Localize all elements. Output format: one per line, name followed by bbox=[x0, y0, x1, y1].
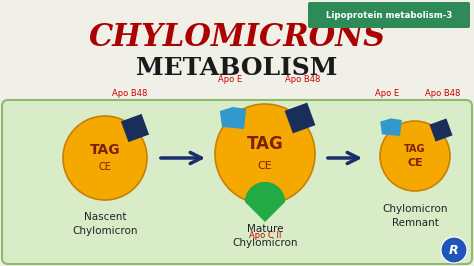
Text: Chylomicron
Remnant: Chylomicron Remnant bbox=[382, 204, 448, 228]
Circle shape bbox=[380, 121, 450, 191]
Polygon shape bbox=[220, 107, 246, 129]
Text: Apo C II: Apo C II bbox=[249, 231, 281, 240]
Polygon shape bbox=[245, 182, 285, 214]
Text: CE: CE bbox=[99, 162, 111, 172]
Polygon shape bbox=[380, 118, 402, 136]
Polygon shape bbox=[121, 114, 149, 142]
FancyBboxPatch shape bbox=[308, 2, 470, 28]
Circle shape bbox=[63, 116, 147, 200]
Text: TAG: TAG bbox=[246, 135, 283, 153]
Text: Apo E: Apo E bbox=[375, 89, 399, 98]
Text: Apo E: Apo E bbox=[218, 74, 242, 84]
Text: CE: CE bbox=[407, 158, 423, 168]
Text: Lipoprotein metabolism-3: Lipoprotein metabolism-3 bbox=[326, 10, 452, 19]
Polygon shape bbox=[284, 103, 315, 133]
Text: Apo B48: Apo B48 bbox=[285, 74, 321, 84]
Text: TAG: TAG bbox=[90, 143, 120, 157]
Text: Apo B48: Apo B48 bbox=[425, 89, 461, 98]
Text: TAG: TAG bbox=[404, 144, 426, 154]
Polygon shape bbox=[245, 182, 285, 222]
Text: CHYLOMICRONS: CHYLOMICRONS bbox=[89, 23, 385, 53]
Polygon shape bbox=[429, 118, 453, 142]
Text: Nascent
Chylomicron: Nascent Chylomicron bbox=[72, 212, 138, 236]
Text: Apo B48: Apo B48 bbox=[112, 89, 148, 98]
Circle shape bbox=[441, 237, 467, 263]
FancyBboxPatch shape bbox=[2, 100, 472, 264]
Text: CE: CE bbox=[258, 161, 273, 171]
Text: METABOLISM: METABOLISM bbox=[137, 56, 337, 80]
Text: Mature
Chylomicron: Mature Chylomicron bbox=[232, 225, 298, 248]
Text: R: R bbox=[449, 243, 459, 256]
Circle shape bbox=[215, 104, 315, 204]
